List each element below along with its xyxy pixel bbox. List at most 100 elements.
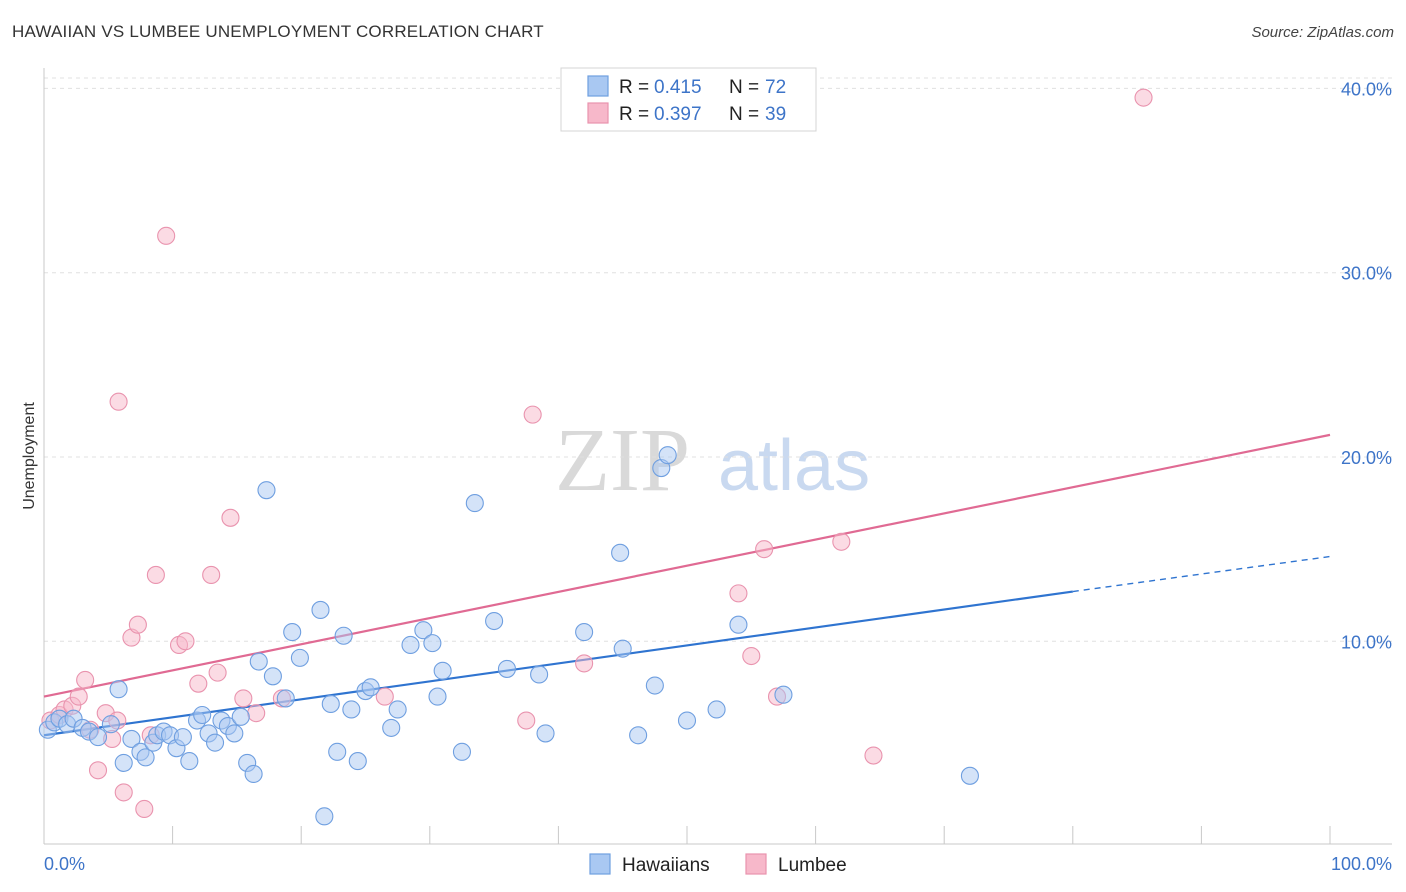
hawaiians-point (428, 687, 447, 706)
y-tick-label: 30.0% (1341, 264, 1392, 284)
hawaiians-point (88, 728, 108, 747)
hawaiians-point (257, 481, 276, 500)
hawaiians-point (311, 600, 330, 620)
lumbee-point (575, 654, 594, 673)
hawaiians-point (321, 694, 340, 713)
lumbee-point (69, 687, 88, 706)
hawaiians-point (276, 689, 295, 708)
hawaiians-point (465, 494, 484, 513)
hawaiians-point (249, 652, 268, 671)
hawaiians-swatch (589, 853, 611, 875)
hawaiians-point (193, 705, 212, 725)
hawaiians-point (180, 752, 199, 771)
hawaiians-point (729, 615, 748, 634)
lumbee-point (755, 540, 774, 559)
legend-r-value: 0.397 (654, 104, 702, 125)
lumbee-point (128, 615, 147, 634)
lumbee-point (208, 663, 227, 682)
lumbee-point (523, 405, 542, 424)
hawaiians-point (774, 685, 793, 704)
lumbee-point (189, 674, 208, 693)
hawaiians-point (629, 726, 648, 745)
hawaiians-point (423, 634, 442, 653)
hawaiians-point (173, 728, 192, 747)
lumbee-point (176, 632, 195, 651)
hawaiians-point (114, 753, 133, 772)
x-tick-label: 100.0% (1331, 854, 1392, 874)
hawaiians-point (575, 623, 594, 642)
legend-n-label: N = (729, 77, 759, 98)
legend-r-label: R = (619, 77, 649, 98)
lumbee-point (729, 584, 748, 603)
hawaiians-point (485, 611, 504, 631)
hawaiians-point (536, 724, 555, 743)
lumbee-point (742, 646, 761, 666)
legend: R = 0.415 N = 72 R = 0.397 N = 39 (560, 67, 817, 132)
hawaiians-point (231, 707, 250, 726)
legend-r-label: R = (619, 104, 649, 125)
lumbee-swatch (745, 853, 767, 875)
y-tick-labels: 10.0% 20.0% 30.0% 40.0% (1341, 79, 1392, 652)
legend-swatch-hawaiians (587, 75, 609, 97)
hawaiians-point (433, 661, 452, 680)
lumbee-point (221, 508, 240, 527)
hawaiians-point (328, 742, 347, 761)
hawaiians-point (401, 635, 420, 655)
x-ticks (43, 826, 1331, 844)
hawaiians-point (658, 446, 677, 465)
hawaiians-point (382, 718, 401, 737)
hawaiians-point (707, 700, 726, 719)
hawaiians-trend-extension (1072, 555, 1331, 593)
legend-n-value: 39 (765, 104, 786, 125)
hawaiians-point (677, 711, 697, 730)
lumbee-point (234, 689, 253, 708)
hawaiians-point (414, 621, 433, 640)
x-tick-labels: 0.0% 100.0% (44, 854, 1392, 874)
hawaiians-point (205, 733, 225, 752)
hawaiians-point (283, 623, 302, 642)
hawaiians-point (290, 648, 309, 667)
hawaiians-point (530, 665, 549, 684)
hawaiians-point (244, 764, 263, 784)
lumbee-point (1134, 88, 1153, 107)
hawaiians-point (348, 752, 367, 771)
legend-swatch-lumbee (587, 102, 609, 124)
legend-n-value: 72 (765, 77, 786, 98)
lumbee-point (135, 799, 154, 819)
y-axis-label: Unemployment (21, 402, 38, 510)
hawaiians-point (960, 766, 979, 785)
hawaiians-point (122, 729, 141, 749)
lumbee-point (146, 565, 165, 584)
lumbee-point (88, 761, 108, 780)
watermark-atlas: atlas (718, 426, 870, 506)
y-tick-label: 20.0% (1341, 448, 1392, 468)
hawaiians-point (645, 676, 664, 695)
watermark: ZIP atlas (555, 411, 870, 510)
y-tick-label: 10.0% (1341, 632, 1392, 652)
hawaiians-point (101, 715, 120, 734)
lumbee-point (202, 565, 221, 584)
hawaiians-point (263, 667, 282, 686)
hawaiians-point (388, 700, 407, 719)
legend-n-label: N = (729, 104, 759, 125)
lumbee-point (247, 704, 266, 723)
chart-title: HAWAIIAN VS LUMBEE UNEMPLOYMENT CORRELAT… (12, 22, 544, 41)
lumbee-point (114, 783, 133, 802)
lumbee-point (375, 687, 394, 706)
hawaiians-points (38, 446, 979, 826)
lumbee-point (109, 392, 128, 411)
lumbee-point (517, 711, 536, 730)
gridlines (44, 77, 1392, 642)
hawaiians-point (452, 742, 472, 761)
y-tick-label: 40.0% (1341, 79, 1392, 99)
hawaiians-point (315, 807, 334, 826)
lumbee-point (832, 532, 851, 551)
hawaiians-point (109, 680, 128, 699)
series-legend: Hawaiians Lumbee (589, 853, 847, 876)
lumbee-point (157, 226, 176, 245)
hawaiians-point (334, 626, 353, 645)
hawaiians-point (611, 543, 630, 562)
hawaiians-legend-label: Hawaiians (622, 855, 710, 876)
hawaiians-point (497, 659, 517, 678)
